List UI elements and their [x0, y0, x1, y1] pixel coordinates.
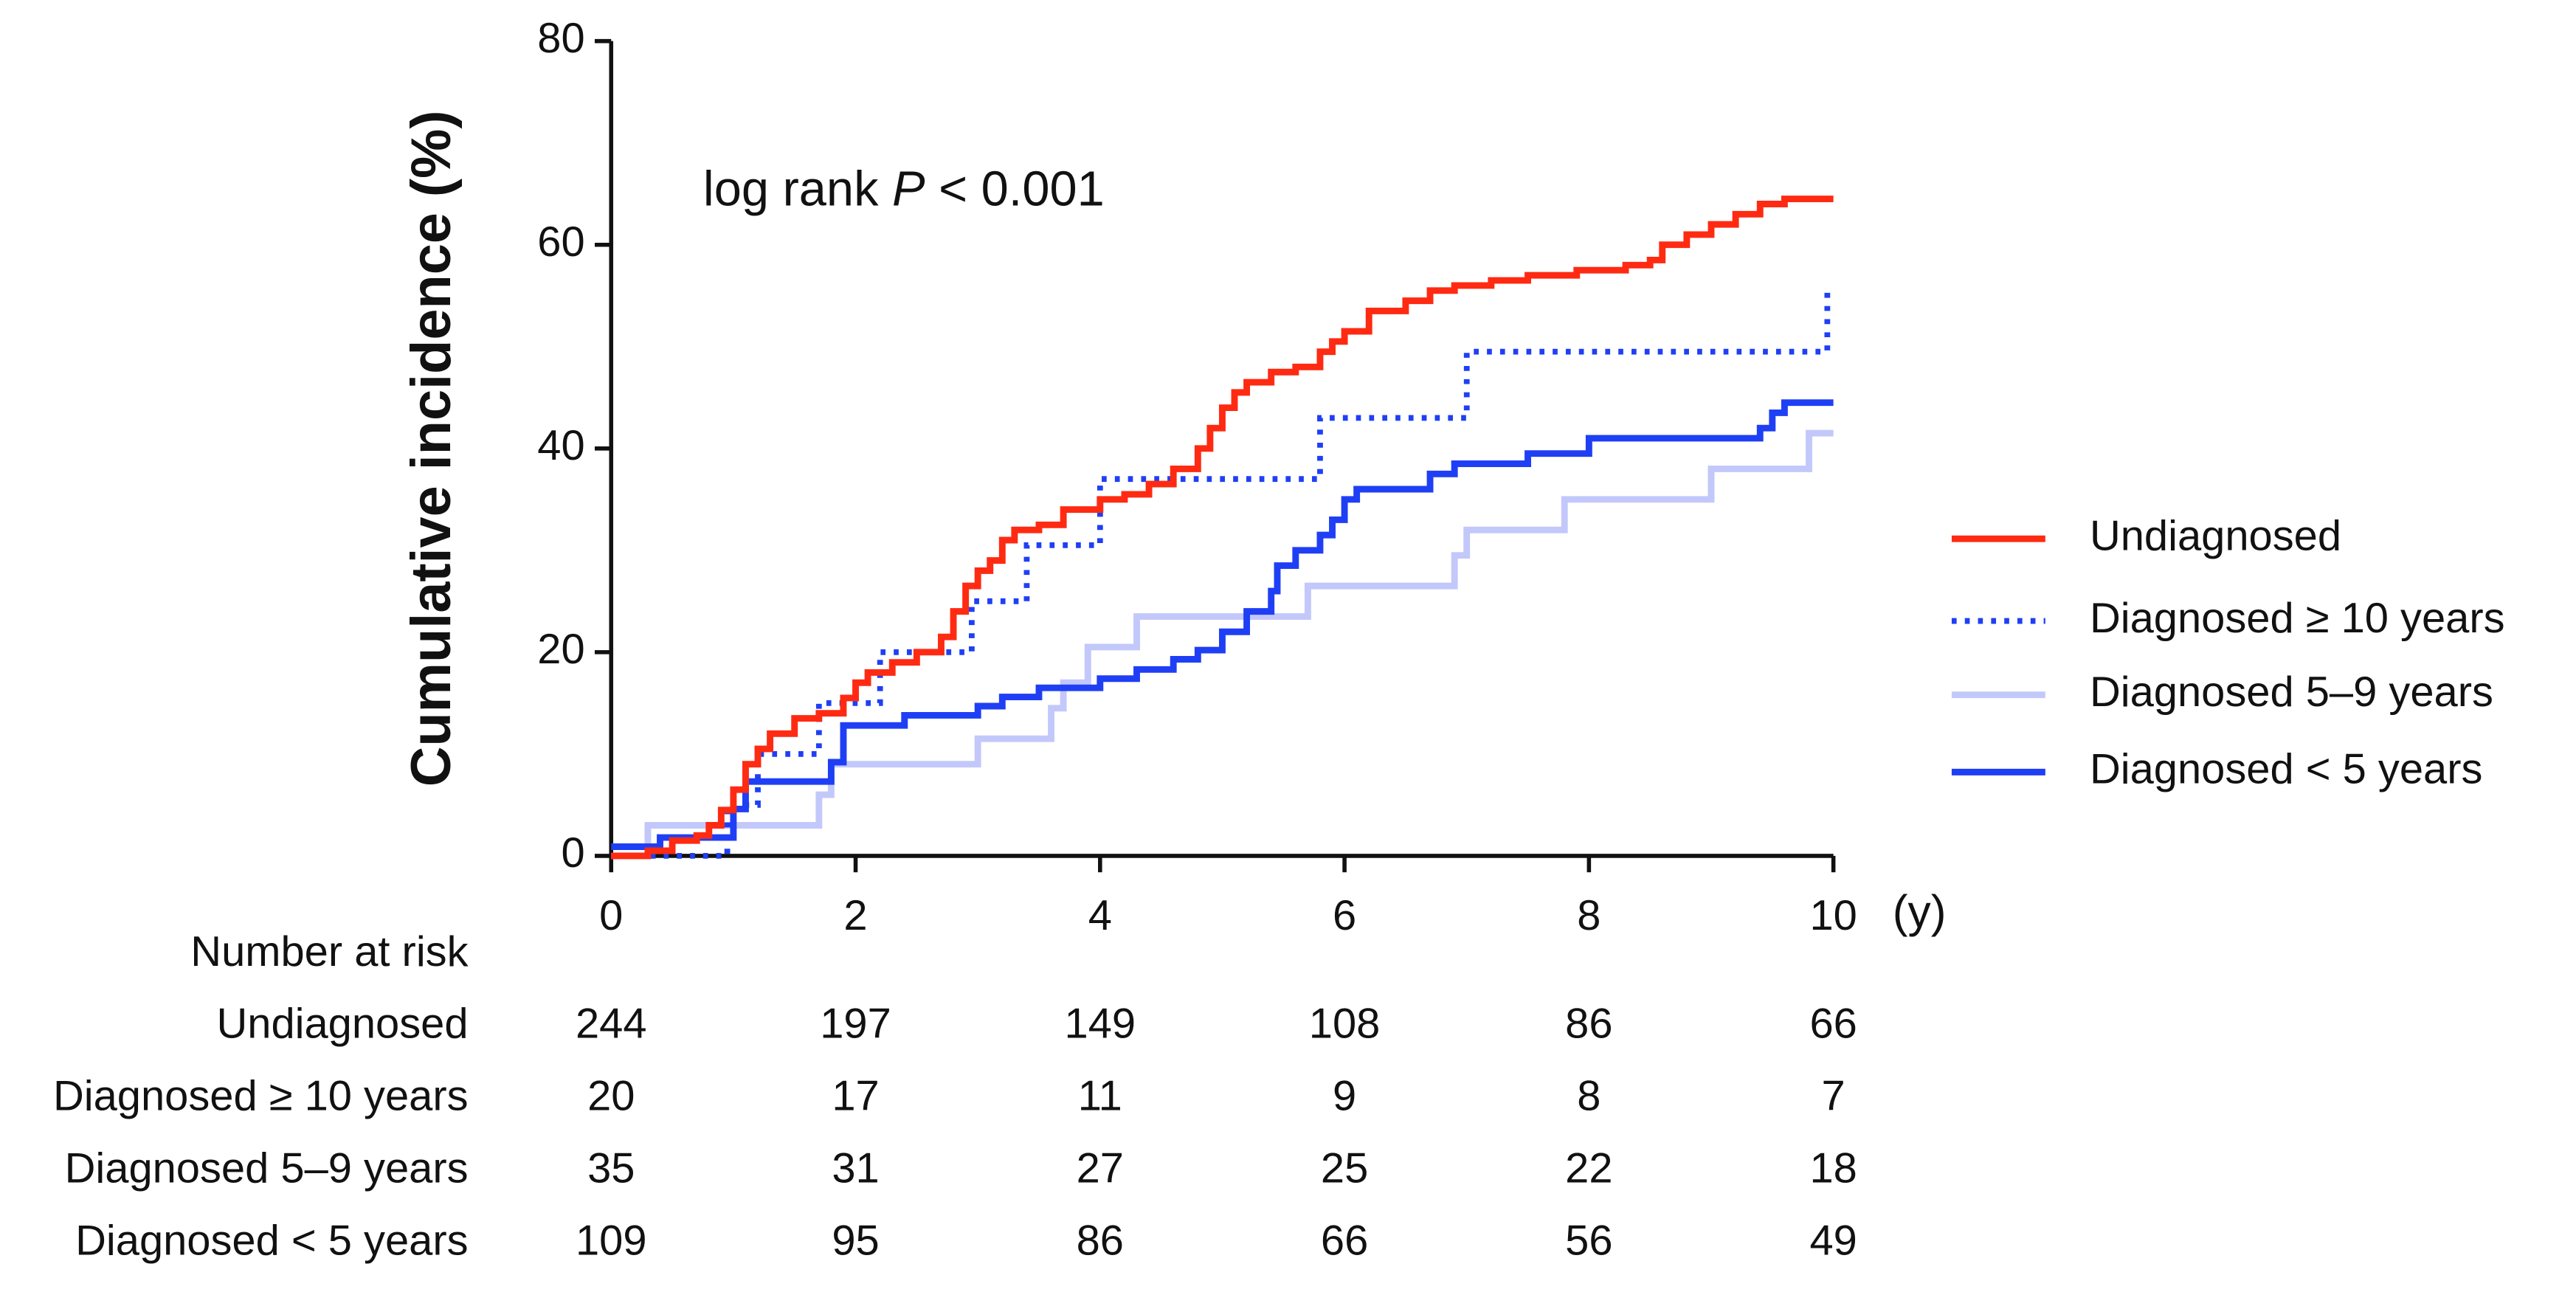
risk-value: 86: [1077, 1217, 1124, 1265]
risk-value: 244: [576, 1001, 647, 1048]
risk-value: 86: [1565, 1001, 1612, 1048]
risk-value: 9: [1333, 1073, 1356, 1120]
risk-row-label: Diagnosed ≥ 10 years: [53, 1073, 469, 1120]
step-line: [611, 429, 1834, 860]
y-tick-label: 0: [561, 829, 584, 877]
risk-value: 25: [1321, 1145, 1368, 1192]
legend-label: Diagnosed 5–9 years: [2090, 669, 2493, 716]
annotation: log rank P < 0.001: [703, 162, 1105, 216]
x-tick-label: 8: [1577, 892, 1600, 939]
risk-row-label: Diagnosed 5–9 years: [65, 1145, 469, 1192]
risk-value: 149: [1065, 1001, 1136, 1048]
legend-label: Undiagnosed: [2090, 513, 2341, 560]
annotation-text: log rank: [703, 162, 892, 216]
risk-value: 66: [1809, 1001, 1857, 1048]
risk-value: 56: [1565, 1217, 1612, 1265]
annotation-text: < 0.001: [925, 162, 1105, 216]
risk-value: 35: [587, 1145, 635, 1192]
x-tick-label: 6: [1333, 892, 1356, 939]
y-axis-label: Cumulative incidence (%): [400, 110, 463, 787]
step-line: [611, 285, 1831, 859]
y-tick-label: 80: [537, 15, 584, 62]
risk-value: 49: [1809, 1217, 1857, 1265]
y-tick-label: 20: [537, 626, 584, 673]
x-tick-label: 4: [1088, 892, 1112, 939]
risk-value: 8: [1577, 1073, 1600, 1120]
risk-value: 11: [1078, 1073, 1122, 1120]
risk-value: 18: [1809, 1145, 1857, 1192]
step-line: [611, 399, 1834, 850]
legend-label: Diagnosed ≥ 10 years: [2090, 595, 2505, 642]
x-tick-label: 10: [1809, 892, 1857, 939]
x-tick-label: 2: [843, 892, 867, 939]
risk-value: 7: [1822, 1073, 1845, 1120]
x-axis-label: (y): [1893, 887, 1947, 938]
risk-table-title: Number at risk: [190, 928, 469, 975]
risk-value: 22: [1565, 1145, 1612, 1192]
risk-row-label: Diagnosed < 5 years: [75, 1217, 468, 1265]
risk-value: 109: [576, 1217, 647, 1265]
risk-value: 197: [820, 1001, 891, 1048]
x-tick-label: 0: [599, 892, 623, 939]
step-line: [611, 196, 1834, 860]
y-tick-label: 40: [537, 422, 584, 469]
risk-value: 108: [1309, 1001, 1381, 1048]
risk-value: 20: [587, 1073, 635, 1120]
risk-row-label: Undiagnosed: [216, 1001, 468, 1048]
legend-label: Diagnosed < 5 years: [2090, 746, 2482, 793]
risk-value: 95: [832, 1217, 879, 1265]
risk-value: 31: [832, 1145, 879, 1192]
risk-value: 17: [832, 1073, 879, 1120]
annotation-text: P: [892, 162, 925, 216]
y-tick-label: 60: [537, 218, 584, 266]
risk-value: 66: [1321, 1217, 1368, 1265]
risk-value: 27: [1077, 1145, 1124, 1192]
